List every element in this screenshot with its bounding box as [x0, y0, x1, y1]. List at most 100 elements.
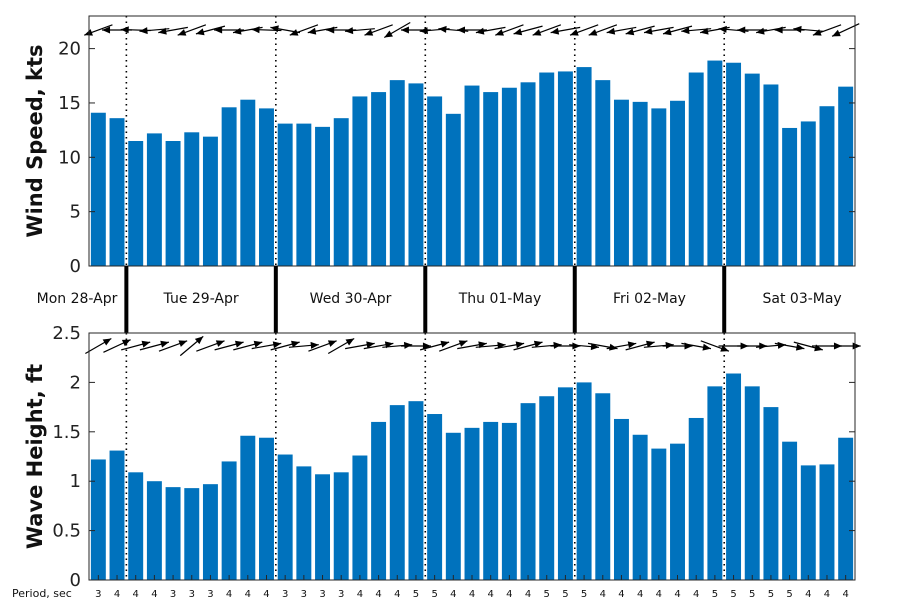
- wind-direction-arrow-36-head: [737, 26, 746, 34]
- wave-bar-6: [184, 488, 200, 580]
- wave-direction-arrow-19-head: [440, 340, 450, 348]
- period-label-17: 4: [394, 589, 400, 600]
- period-label-31: 4: [656, 589, 662, 600]
- period-label-4: 4: [151, 589, 157, 600]
- wind-direction-arrow-33-head: [681, 27, 690, 35]
- wind-direction-arrow-17: [383, 21, 411, 39]
- period-label-22: 4: [487, 589, 493, 600]
- wind-direction-arrow-9-head: [233, 27, 242, 35]
- wind-bar-25: [539, 72, 555, 267]
- wind-speed-panel: 0 5 10 15 20 Wind Speed, kts: [23, 15, 860, 277]
- wave-direction-arrow-4: [139, 340, 170, 351]
- period-label-8: 4: [226, 589, 232, 600]
- wind-panel-ytick-label-5: 20: [58, 39, 81, 60]
- wind-bar-28: [595, 80, 611, 266]
- wave-direction-arrow-20: [439, 340, 468, 352]
- wind-direction-arrow-41-head: [832, 29, 841, 37]
- period-label-40: 4: [824, 589, 830, 600]
- wave-direction-arrow-6: [179, 335, 204, 357]
- wind-direction-arrow-2-head: [102, 26, 111, 34]
- wave-direction-arrow-29: [606, 341, 637, 350]
- day-label-band: Mon 28-Apr Tue 29-Apr Wed 30-Apr Thu 01-May…: [37, 266, 842, 333]
- wind-bar-4: [146, 133, 162, 266]
- wind-direction-arrow-7-head: [195, 28, 205, 36]
- wave-bar-8: [221, 461, 237, 580]
- period-label-1: 3: [95, 589, 101, 600]
- wind-direction-arrow-29: [606, 26, 637, 35]
- wave-direction-arrow-29-head: [627, 341, 637, 349]
- wave-direction-arrow-5: [158, 340, 188, 352]
- wave-bar-14: [333, 472, 349, 580]
- wind-bar-23: [501, 87, 517, 266]
- day-label-5: Fri 02-May: [613, 291, 686, 307]
- wind-direction-arrow-32-head: [663, 28, 672, 36]
- wave-bar-37: [763, 407, 779, 580]
- wind-bar-41: [838, 86, 854, 266]
- period-label-39: 4: [805, 589, 811, 600]
- wind-direction-arrow-3-head: [120, 26, 129, 34]
- wind-direction-arrow-23: [495, 24, 524, 36]
- wind-panel-ytick-label-2: 5: [70, 202, 81, 223]
- period-label-27: 5: [581, 589, 587, 600]
- wave-bar-25: [539, 396, 555, 580]
- period-label-36: 5: [749, 589, 755, 600]
- wind-bar-10: [259, 108, 274, 267]
- wind-direction-arrow-39-head: [793, 25, 802, 33]
- wind-direction-arrow-25: [532, 24, 562, 36]
- wind-bar-2: [109, 118, 125, 266]
- wave-bar-32: [670, 443, 685, 580]
- day-label-2: Tue 29-Apr: [163, 291, 239, 307]
- period-label-6: 3: [189, 589, 195, 600]
- period-label-28: 4: [600, 589, 606, 600]
- wave-bar-41: [838, 437, 854, 580]
- wind-bar-6: [184, 132, 200, 266]
- day-label-1: Mon 28-Apr: [37, 291, 118, 307]
- wave-direction-arrow-11: [270, 340, 300, 351]
- wind-direction-arrow-38-head: [774, 26, 783, 34]
- wind-direction-arrow-32: [662, 25, 693, 36]
- period-label-9: 4: [245, 589, 251, 600]
- period-row-title: Period, sec: [12, 587, 72, 600]
- wave-bar-31: [651, 448, 667, 580]
- wind-bar-34: [707, 60, 723, 266]
- wave-direction-arrow-19: [419, 340, 450, 351]
- wave-direction-arrow-36-head: [759, 342, 768, 350]
- wave-panel-ytick-label-1: 0: [70, 570, 81, 591]
- wave-bar-9: [240, 435, 256, 580]
- wave-direction-arrow-13: [308, 340, 337, 352]
- wind-bar-37: [763, 84, 779, 266]
- wind-bar-3: [128, 141, 144, 266]
- wind-bar-9: [240, 99, 256, 267]
- period-label-38: 5: [786, 589, 792, 600]
- wave-direction-arrow-7-head: [215, 340, 225, 347]
- wave-direction-arrow-38: [774, 342, 805, 351]
- wave-direction-arrow-31: [643, 341, 674, 349]
- wave-bar-24: [520, 403, 536, 580]
- wind-bar-32: [670, 100, 685, 266]
- wind-bar-18: [408, 83, 424, 267]
- wave-direction-arrow-6-head: [194, 336, 204, 345]
- period-label-30: 4: [637, 589, 643, 600]
- wave-bar-12: [296, 466, 312, 580]
- wind-panel-ylabel: Wind Speed, kts: [23, 44, 47, 237]
- day-label-4: Thu 01-May: [458, 291, 542, 307]
- wave-direction-arrow-18-head: [422, 342, 431, 350]
- wind-direction-arrow-20-head: [438, 25, 447, 33]
- wave-direction-arrow-8-head: [234, 340, 244, 348]
- period-label-37: 5: [768, 589, 774, 600]
- wave-bar-36: [744, 386, 760, 580]
- wind-direction-arrow-19-head: [419, 27, 428, 35]
- wind-bar-40: [819, 106, 835, 266]
- wind-bar-8: [221, 107, 237, 266]
- wave-bar-19: [427, 414, 443, 580]
- wind-direction-arrow-18-head: [400, 26, 409, 34]
- wave-direction-arrow-25: [531, 341, 562, 349]
- wave-bar-39: [800, 465, 816, 580]
- wave-direction-arrow-26-head: [572, 342, 581, 350]
- wind-direction-arrow-4-head: [139, 27, 148, 35]
- wave-bar-29: [613, 418, 629, 580]
- wind-panel-ytick-label-3: 10: [58, 147, 81, 168]
- wave-direction-arrow-34-head: [720, 345, 729, 352]
